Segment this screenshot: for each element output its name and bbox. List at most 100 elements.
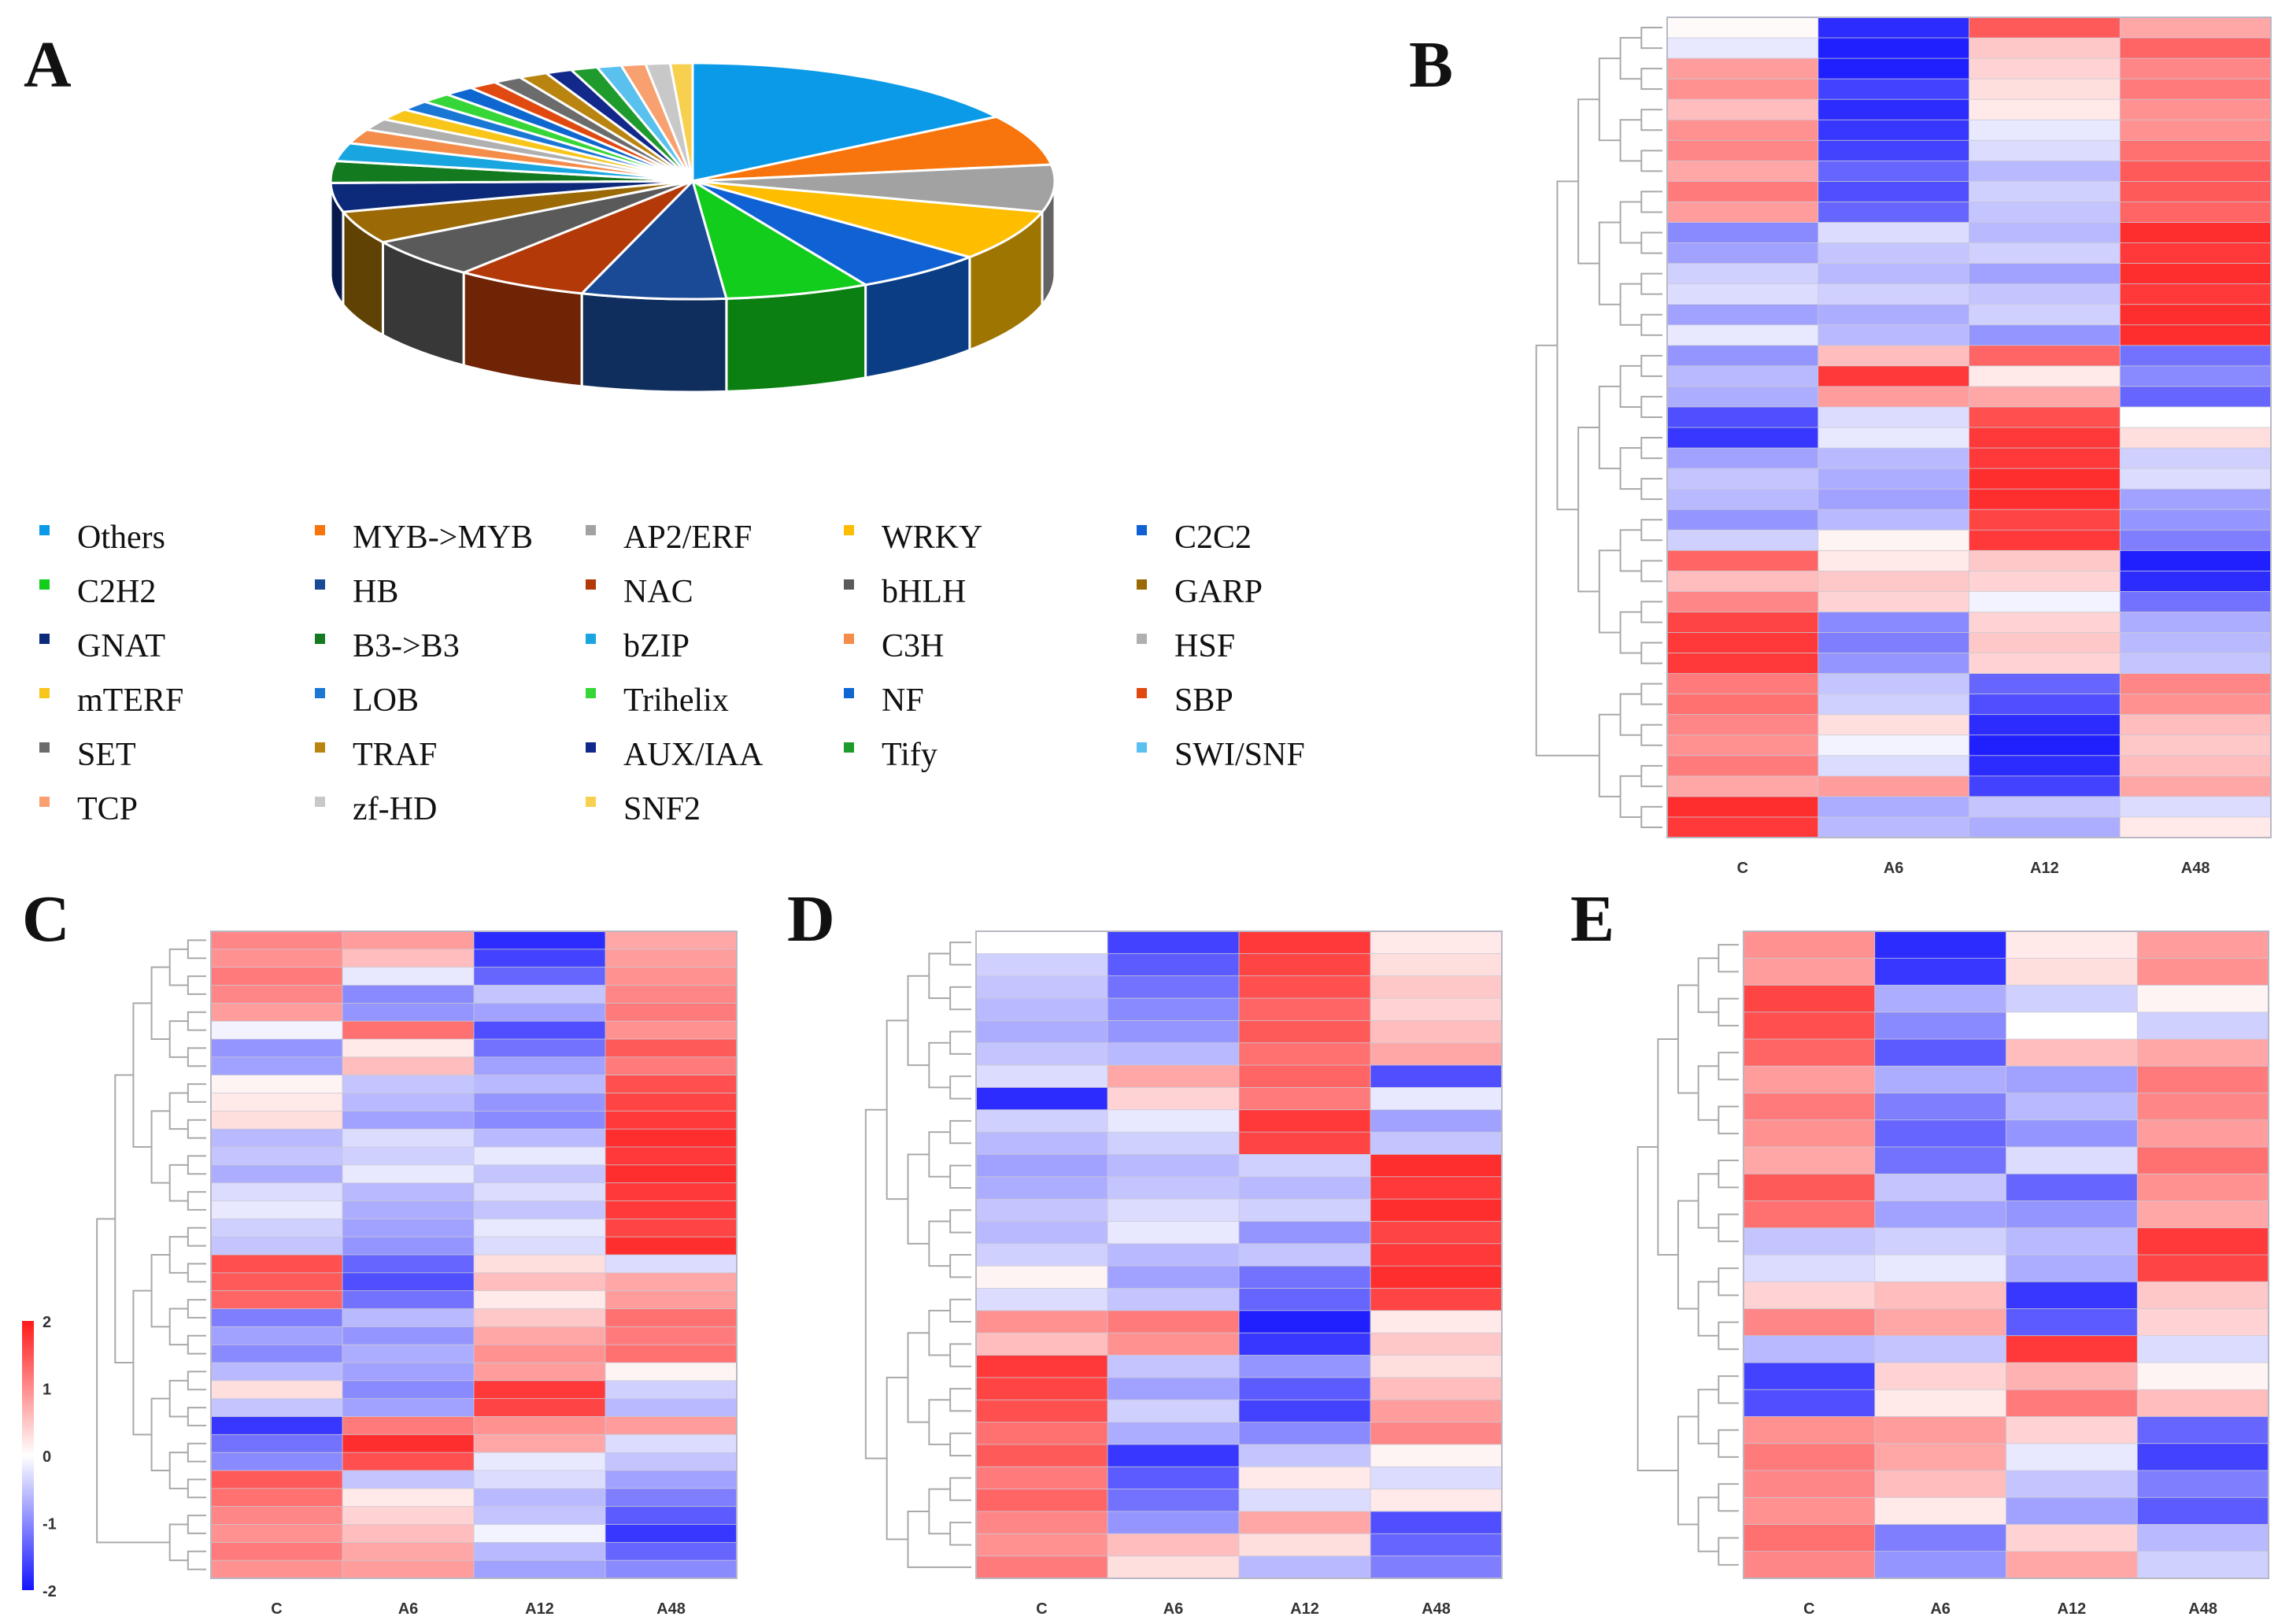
- heat-cell: [975, 1466, 1108, 1490]
- colorbar: 2 1 0 -1 -2: [22, 1314, 57, 1600]
- heat-cell: [1969, 406, 2121, 428]
- heat-cell: [2119, 180, 2272, 203]
- heat-cell: [210, 1182, 343, 1202]
- legend-swatch: [586, 634, 596, 644]
- dendrogram-branch: [949, 986, 971, 1011]
- heat-cell: [1874, 1524, 2007, 1552]
- heat-cell: [2119, 673, 2272, 695]
- dendrogram-branch: [1697, 957, 1719, 1013]
- legend-swatch: [39, 797, 50, 807]
- heat-cell: [210, 1290, 343, 1310]
- dendrogram-branch: [949, 1119, 971, 1145]
- dendrogram-branch: [132, 1002, 152, 1148]
- heat-cell: [2136, 1496, 2269, 1526]
- heat-cell: [2119, 570, 2272, 593]
- heat-cell: [1370, 953, 1503, 977]
- heat-cell: [210, 1433, 343, 1454]
- colorbar-tick: 0: [43, 1448, 51, 1466]
- heat-cell: [2006, 1173, 2139, 1202]
- heat-cell: [605, 1164, 738, 1184]
- legend-item-sbp: SBP: [1137, 683, 1233, 719]
- heat-cell: [975, 1019, 1108, 1044]
- heat-cell: [2119, 98, 2272, 121]
- pie-slice-side-5: [725, 283, 867, 393]
- heat-cell: [210, 1236, 343, 1256]
- dendrogram-branch: [150, 966, 170, 1040]
- heat-cell: [1818, 78, 1970, 101]
- heat-cell: [210, 1110, 343, 1130]
- heat-cell: [2006, 1443, 2139, 1471]
- heat-cell: [1874, 1496, 2007, 1526]
- heat-cell: [605, 1344, 738, 1363]
- heat-cell: [2136, 1443, 2269, 1471]
- heat-cell: [1743, 1038, 1876, 1067]
- heat-cell: [2006, 1551, 2139, 1579]
- heat-cell: [473, 930, 606, 950]
- heat-cell: [1969, 222, 2121, 244]
- heat-cell: [1969, 386, 2121, 408]
- dendrogram-branch: [949, 1075, 971, 1100]
- heat-cell: [1107, 1154, 1240, 1178]
- heat-cell: [210, 1272, 343, 1292]
- heat-cell: [1666, 222, 1819, 244]
- heat-cell: [1370, 1288, 1503, 1311]
- heat-cell: [342, 1002, 475, 1023]
- dendrogram-branch: [1718, 1052, 1739, 1081]
- heat-cell: [1370, 1444, 1503, 1468]
- heat-cell: [1370, 1087, 1503, 1111]
- heat-cell: [1666, 468, 1819, 490]
- heat-cell: [473, 985, 606, 1004]
- column-label-a12: A12: [2058, 1600, 2087, 1618]
- heat-cell: [605, 1541, 738, 1562]
- heat-cell: [210, 1326, 343, 1346]
- heat-cell: [1969, 447, 2121, 469]
- heat-cell: [1107, 1489, 1240, 1512]
- legend-swatch: [1137, 579, 1147, 590]
- dendrogram-branch: [928, 1399, 951, 1445]
- heat-cell: [605, 1182, 738, 1202]
- heat-cell: [975, 1198, 1108, 1223]
- heat-cell: [210, 1541, 343, 1562]
- heat-cell: [1743, 1335, 1876, 1363]
- heat-cell: [1969, 57, 2121, 80]
- heat-cell: [1743, 1281, 1876, 1310]
- heat-cell: [1370, 1109, 1503, 1134]
- heat-cell: [1874, 1146, 2007, 1175]
- heat-cell: [2136, 1551, 2269, 1579]
- heat-cell: [1238, 1154, 1371, 1178]
- heat-cell: [1666, 509, 1819, 531]
- heatmap-d: C A6 A12 A48: [864, 930, 1503, 1618]
- heat-cell: [1238, 1310, 1371, 1334]
- heat-cell: [2006, 1200, 2139, 1229]
- dendrogram-branch: [949, 1343, 971, 1367]
- heat-cell: [975, 975, 1108, 999]
- heat-cell: [210, 1020, 343, 1040]
- heat-cell: [2119, 17, 2272, 39]
- heat-cell: [1969, 816, 2121, 838]
- heat-cell: [473, 1452, 606, 1471]
- heat-cell: [1370, 1332, 1503, 1356]
- dendrogram-branch: [187, 1155, 206, 1175]
- heat-cell: [1818, 612, 1970, 634]
- heat-cell: [1874, 1119, 2007, 1148]
- heat-cell: [975, 1511, 1108, 1535]
- dendrogram-branch: [187, 1515, 206, 1534]
- dendrogram-branch: [168, 948, 188, 986]
- heat-cell: [975, 1399, 1108, 1423]
- dendrogram-branch: [150, 1397, 170, 1471]
- legend-item-traf: TRAF: [315, 737, 437, 773]
- heat-cell: [210, 1200, 343, 1220]
- heat-cell: [1238, 1131, 1371, 1156]
- heat-cell: [1370, 1511, 1503, 1535]
- heat-cell: [1743, 1443, 1876, 1471]
- colorbar-tick: 1: [43, 1382, 51, 1399]
- heat-cell: [1874, 1254, 2007, 1283]
- heat-cell: [1818, 180, 1970, 203]
- heat-cell: [473, 1272, 606, 1292]
- legend-label: GARP: [1174, 574, 1263, 610]
- pie-slice-c2c2: [692, 179, 974, 287]
- heat-cell: [1969, 180, 2121, 203]
- heat-cell: [1874, 1065, 2007, 1094]
- heat-cell: [1107, 1556, 1240, 1579]
- heat-cell: [1969, 509, 2121, 531]
